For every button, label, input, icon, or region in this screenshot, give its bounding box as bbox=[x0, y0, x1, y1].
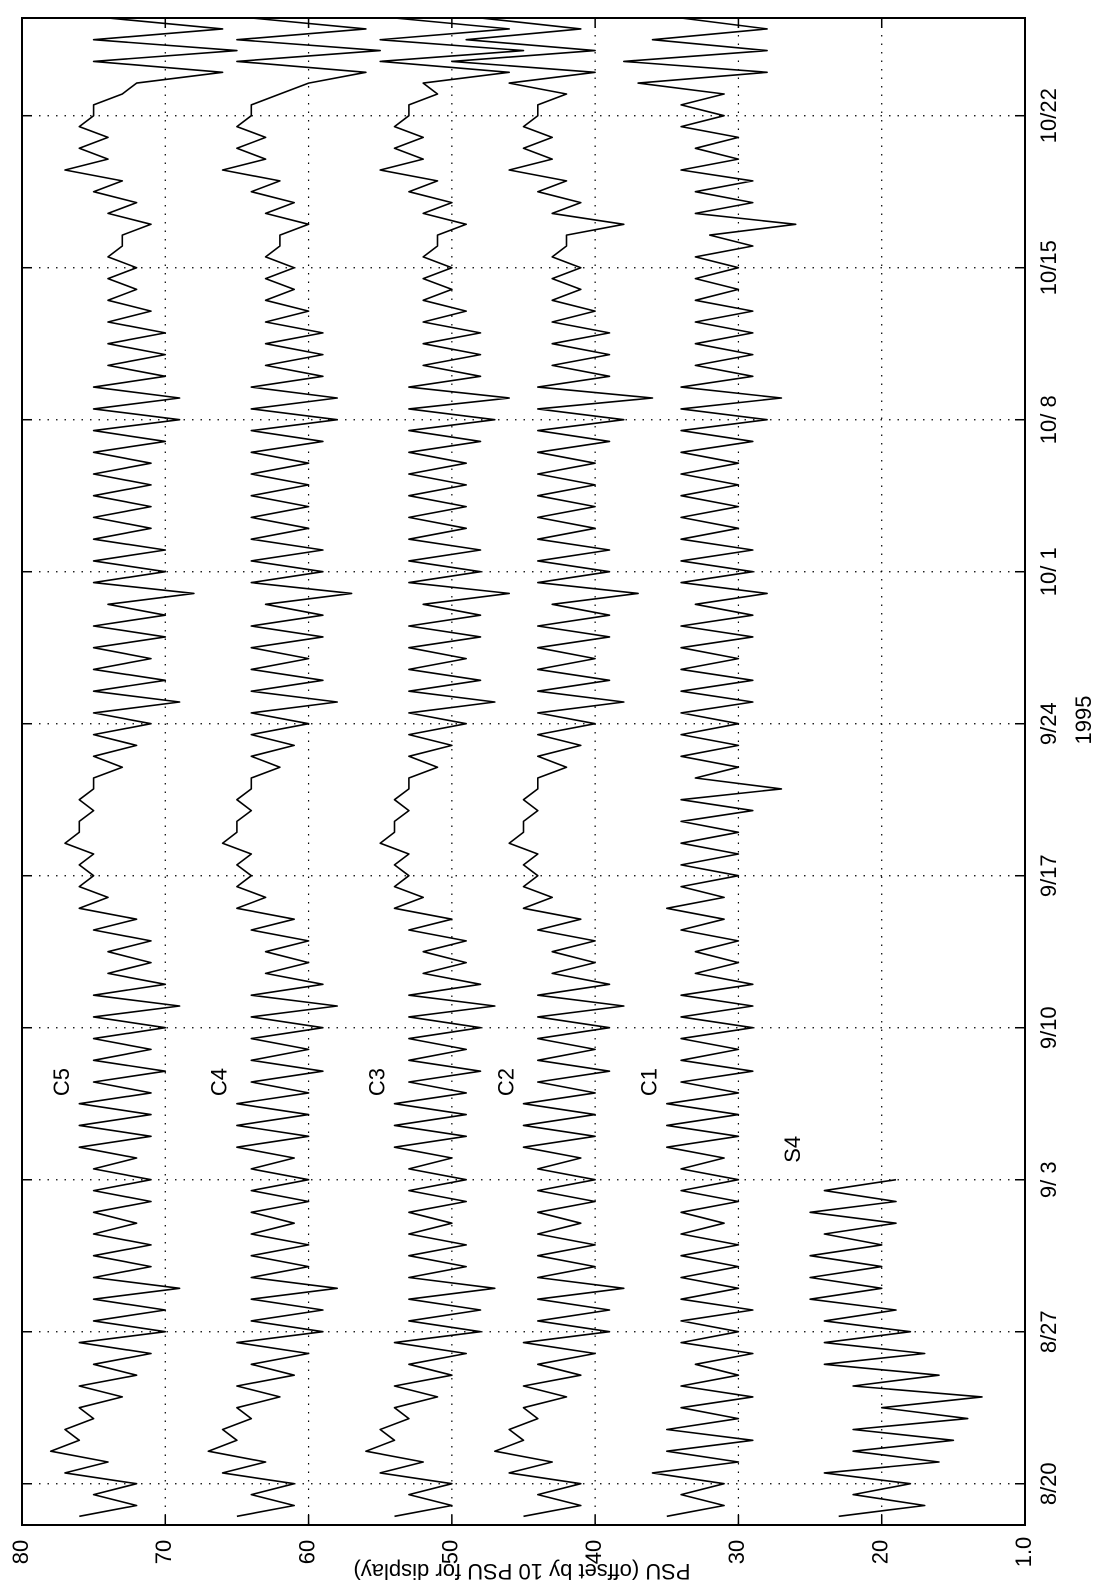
y-tick-label: 30 bbox=[724, 1540, 749, 1564]
x-tick-label: 10/ 8 bbox=[1036, 395, 1061, 444]
series-label: C1 bbox=[637, 1068, 662, 1096]
series-line bbox=[49, 17, 238, 1518]
series-label: C5 bbox=[49, 1068, 74, 1096]
y-tick-label: 20 bbox=[868, 1540, 893, 1564]
x-tick-label: 8/20 bbox=[1036, 1462, 1061, 1505]
x-tick-label: 10/22 bbox=[1036, 88, 1061, 143]
series-label: C2 bbox=[493, 1068, 518, 1096]
series-label: C3 bbox=[364, 1068, 389, 1096]
series-line bbox=[623, 17, 797, 1518]
x-axis-title: 1995 bbox=[1071, 696, 1096, 745]
series-line bbox=[451, 17, 654, 1518]
y-tick-label: 40 bbox=[581, 1540, 606, 1564]
x-tick-label: 9/17 bbox=[1036, 854, 1061, 897]
x-tick-label: 10/15 bbox=[1036, 240, 1061, 295]
series-line bbox=[809, 1178, 983, 1518]
x-tick-label: 10/ 1 bbox=[1036, 547, 1061, 596]
y-tick-label: 80 bbox=[8, 1540, 33, 1564]
series-line bbox=[365, 17, 525, 1518]
x-tick-label: 9/10 bbox=[1036, 1006, 1061, 1049]
series-line bbox=[207, 17, 381, 1518]
series-label: S4 bbox=[780, 1136, 805, 1163]
y-tick-label: 1.0 bbox=[1011, 1537, 1036, 1568]
y-tick-label: 50 bbox=[438, 1540, 463, 1564]
x-tick-label: 9/ 3 bbox=[1036, 1161, 1061, 1198]
x-tick-label: 9/24 bbox=[1036, 702, 1061, 745]
y-axis-title: PSU (offset by 10 PSU for display) bbox=[353, 1559, 690, 1584]
x-tick-label: 8/27 bbox=[1036, 1310, 1061, 1353]
plot-layer: 1.0 20 30 40 50 60 70 80 8/20 8/27 9/ 3 9/10 9/17 9/2… bbox=[8, 17, 1096, 1584]
y-tick-label: 70 bbox=[151, 1540, 176, 1564]
y-tick-label: 60 bbox=[294, 1540, 319, 1564]
series-label: C4 bbox=[207, 1068, 232, 1096]
plot-frame bbox=[21, 17, 1026, 1526]
